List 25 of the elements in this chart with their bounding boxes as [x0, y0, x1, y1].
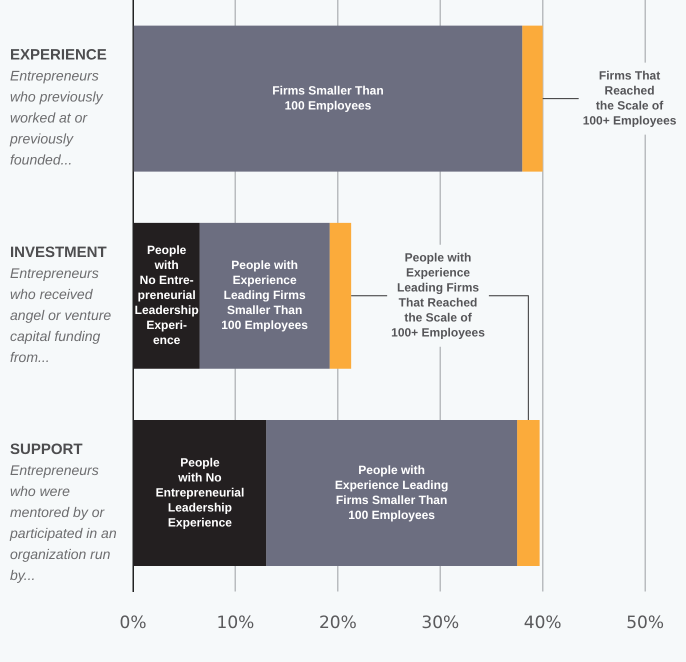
x-tick-label: 20%: [318, 613, 357, 634]
x-tick-label: 50%: [626, 613, 664, 634]
y-tick-label: SUPPORT: [10, 441, 83, 458]
data-label: People with No Entrepreneurial Leadership Experience: [156, 455, 244, 530]
text: Entrepreneurs who received angel or venture capital funding from...: [10, 264, 112, 365]
bar: [134, 26, 522, 172]
data-label: Firms That Reached the Scale of 100+ Employees: [582, 68, 677, 128]
y-tick-label: INVESTMENT: [10, 244, 107, 261]
bar: [517, 420, 540, 566]
data-label: People with No Entre- preneurial Leadership Experi- ence: [134, 243, 199, 348]
data-label: People with Experience Leading Firms Smaller Than 100 Employees: [334, 462, 448, 522]
text: Entrepreneurs who were mentored by or participated in an organization run by...: [9, 462, 117, 584]
bar: [330, 222, 352, 369]
x-tick-label: 40%: [524, 613, 562, 634]
x-tick-label: 30%: [421, 613, 460, 634]
bar: [200, 222, 330, 369]
data-label: Firms Smaller Than 100 Employees: [272, 83, 384, 112]
y-tick-label: EXPERIENCE: [10, 46, 107, 64]
data-label: People with Experience Leading Firms Smaller Than 100 Employees: [221, 258, 308, 332]
x-tick-label: 10%: [216, 613, 254, 634]
bar: [522, 26, 543, 172]
data-label: People with Experience Leading Firms That Reached the Scale of 100+ Employees: [391, 250, 486, 340]
text: Entrepreneurs who previously worked at or previously founded...: [9, 68, 104, 168]
bar: [266, 420, 518, 566]
x-tick-label: 0%: [120, 613, 146, 634]
